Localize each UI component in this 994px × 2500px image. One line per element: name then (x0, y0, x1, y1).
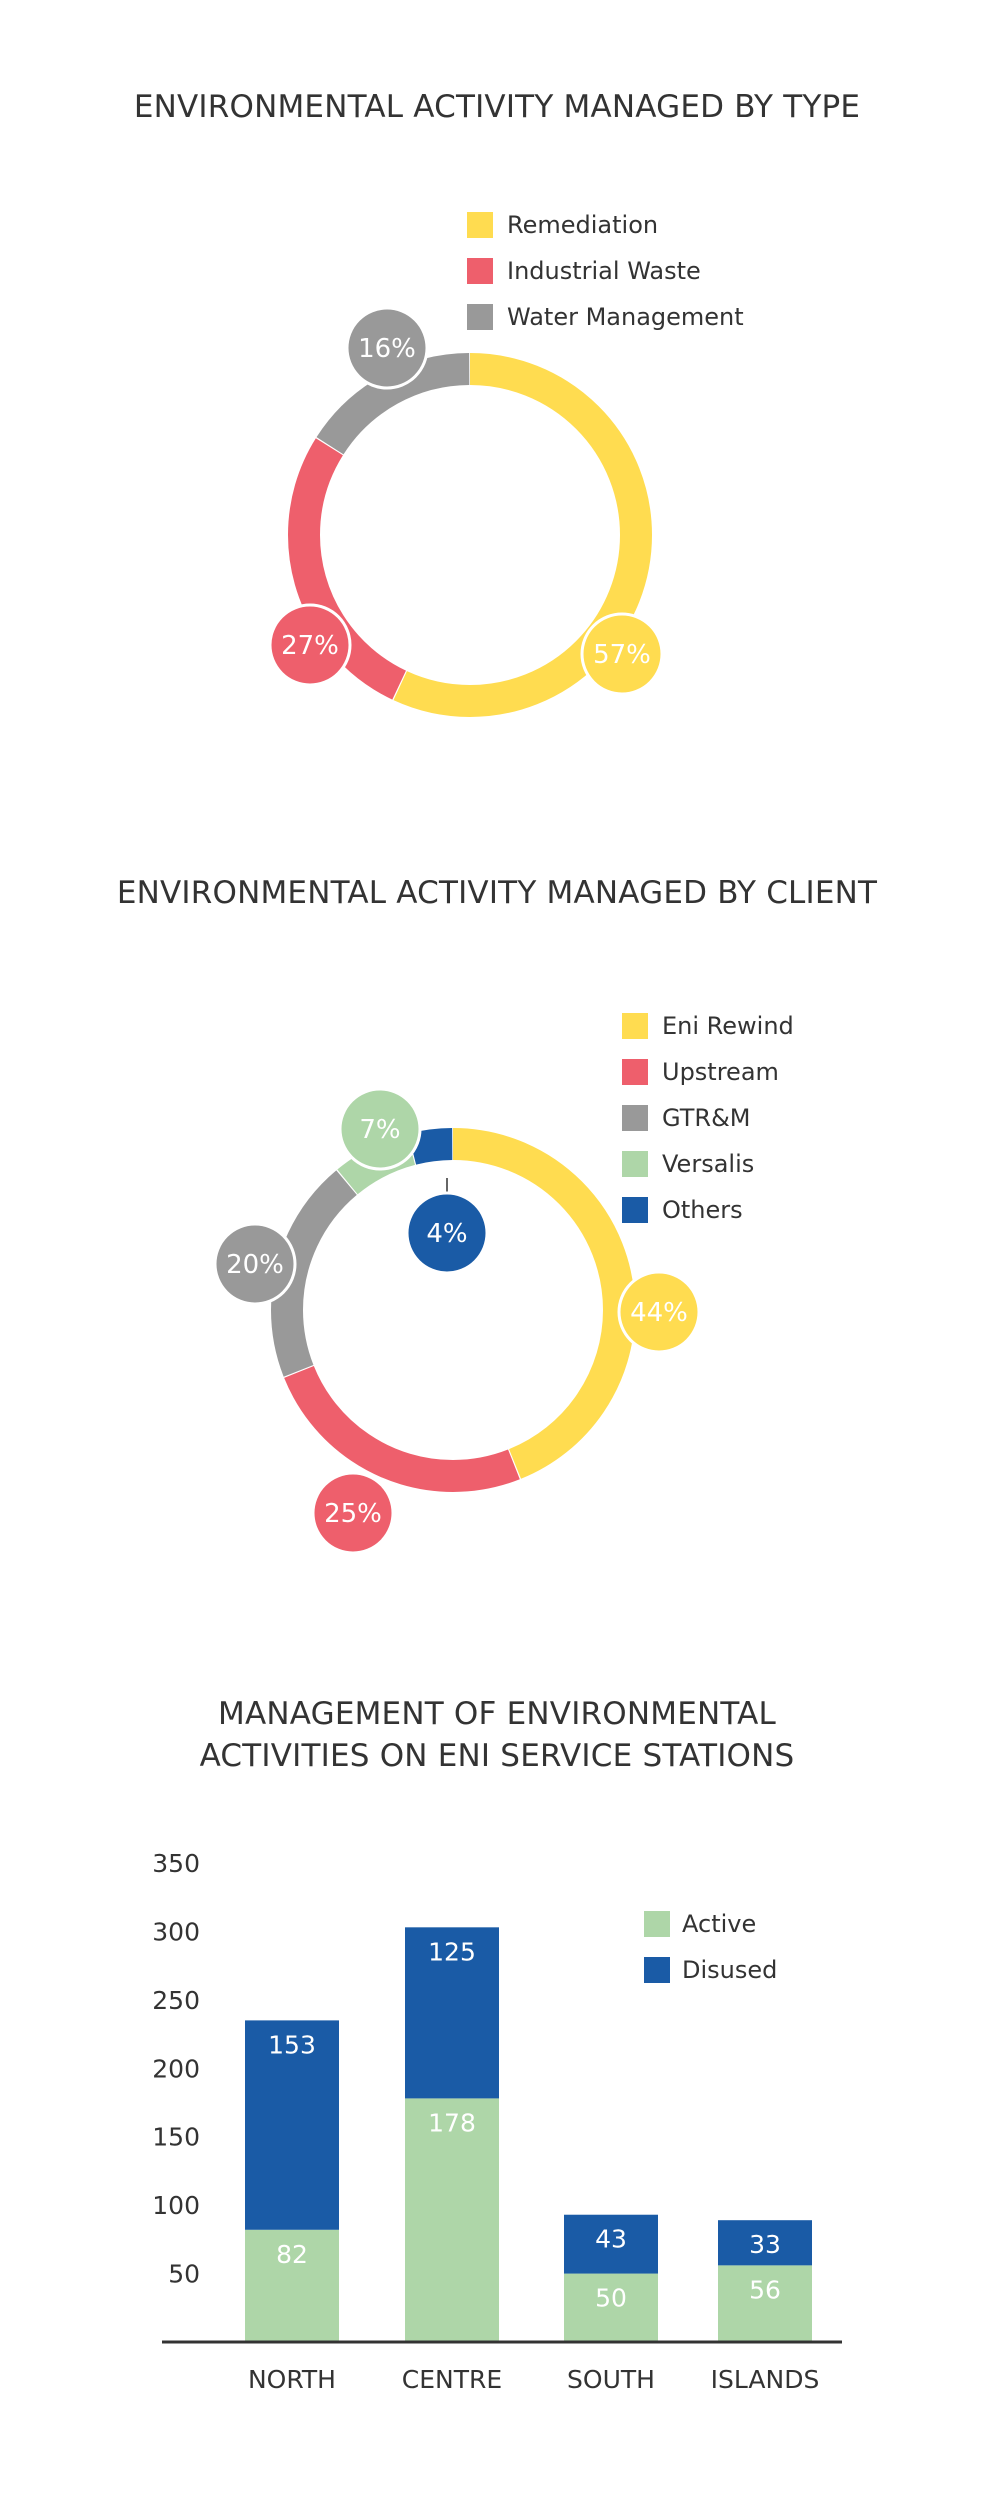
bar-south-active (564, 2273, 658, 2342)
data-label-water-management: 16% (358, 334, 416, 364)
data-label-others: 4% (426, 1219, 467, 1249)
legend-swatch-eni-rewind (622, 1013, 648, 1039)
label-bubble-others (405, 1191, 489, 1275)
legend-label-water-management: Water Management (507, 303, 744, 331)
bar-south-disused (564, 2214, 658, 2274)
legend-swatch-active (644, 1911, 670, 1937)
legend-label-others: Others (662, 1196, 743, 1224)
y-tick-label-100: 100 (152, 2191, 200, 2220)
chart-title-line-1: MANAGEMENT OF ENVIRONMENTAL (218, 1696, 776, 1732)
legend-label-versalis: Versalis (662, 1150, 754, 1178)
bar-centre-disused (405, 1927, 499, 2099)
data-label-upstream: 25% (324, 1499, 382, 1529)
legend-swatch-disused (644, 1957, 670, 1983)
donut-slice-gtr-m (271, 1128, 635, 1492)
data-label-gtr-m: 20% (226, 1250, 284, 1280)
label-bubble-remediation (580, 612, 664, 696)
bar-islands-disused (718, 2220, 812, 2266)
label-bubble-upstream (311, 1471, 395, 1555)
legend-label-active: Active (682, 1910, 756, 1938)
legend-swatch-industrial-waste (467, 258, 493, 284)
bar-label-north-disused: 153 (268, 2030, 316, 2059)
y-tick-label-50: 50 (168, 2260, 200, 2289)
bar-label-islands-disused: 33 (749, 2230, 781, 2259)
bar-islands-active (718, 2265, 812, 2342)
legend-label-industrial-waste: Industrial Waste (507, 257, 701, 285)
label-bubble-industrial-waste (268, 603, 352, 687)
label-bubble-gtr-m (213, 1222, 297, 1306)
bar-label-centre-active: 178 (428, 2108, 476, 2137)
bar-label-north-active: 82 (276, 2240, 308, 2269)
label-bubble-water-management (345, 306, 429, 390)
y-tick-label-200: 200 (152, 2054, 200, 2083)
bar-north-disused (245, 2020, 339, 2230)
label-bubble-eni-rewind (617, 1270, 701, 1354)
bar-centre-active (405, 2098, 499, 2342)
donut-slice-upstream (271, 1128, 635, 1492)
legend-label-gtr-m: GTR&M (662, 1104, 751, 1132)
data-label-remediation: 57% (593, 640, 651, 670)
y-tick-label-300: 300 (152, 1917, 200, 1946)
legend-label-upstream: Upstream (662, 1058, 779, 1086)
bar-label-islands-active: 56 (749, 2275, 781, 2304)
chart-title-line-2: ACTIVITIES ON ENI SERVICE STATIONS (199, 1738, 795, 1774)
label-bubble-versalis (338, 1087, 422, 1171)
y-tick-label-350: 350 (152, 1849, 200, 1878)
legend-label-disused: Disused (682, 1956, 777, 1984)
donut-slice-industrial-waste (288, 353, 652, 717)
chart-title-client: ENVIRONMENTAL ACTIVITY MANAGED BY CLIENT (116, 875, 878, 911)
chart-title-type: ENVIRONMENTAL ACTIVITY MANAGED BY TYPE (133, 89, 861, 125)
x-tick-label-north: NORTH (248, 2365, 336, 2394)
bar-chart-stations: 50 100 150 200 250 300 350 82 153 NORTH 178 125 CENT… (152, 1849, 842, 2394)
legend-swatch-versalis (622, 1151, 648, 1177)
legend-swatch-remediation (467, 212, 493, 238)
chart-title-stations: MANAGEMENT OF ENVIRONMENTAL ACTIVITIES O… (0, 1693, 994, 1777)
x-tick-label-centre: CENTRE (402, 2365, 502, 2394)
legend-label-eni-rewind: Eni Rewind (662, 1012, 794, 1040)
x-tick-label-south: SOUTH (567, 2365, 655, 2394)
legend-swatch-others (622, 1197, 648, 1223)
y-tick-label-150: 150 (152, 2123, 200, 2152)
y-tick-label-250: 250 (152, 1986, 200, 2015)
legend-swatch-gtr-m (622, 1105, 648, 1131)
bar-north-active (245, 2229, 339, 2342)
data-label-eni-rewind: 44% (630, 1298, 688, 1328)
bar-label-south-active: 50 (595, 2284, 627, 2313)
legend-label-remediation: Remediation (507, 211, 658, 239)
donut-slice-remediation (288, 353, 652, 717)
x-tick-label-islands: ISLANDS (711, 2365, 820, 2394)
bar-label-centre-disused: 125 (428, 1937, 476, 1966)
bar-label-south-disused: 43 (595, 2225, 627, 2254)
data-label-industrial-waste: 27% (281, 631, 339, 661)
data-label-versalis: 7% (359, 1115, 400, 1145)
donut-chart-type: 57% 27% 16% Remediation Industrial Waste Wate… (268, 211, 744, 717)
legend-swatch-upstream (622, 1059, 648, 1085)
legend-swatch-water-management (467, 304, 493, 330)
donut-chart-client: 44% 25% 20% 7% 4% Eni Rewind Upstream GTR&M Vers… (213, 1012, 794, 1555)
